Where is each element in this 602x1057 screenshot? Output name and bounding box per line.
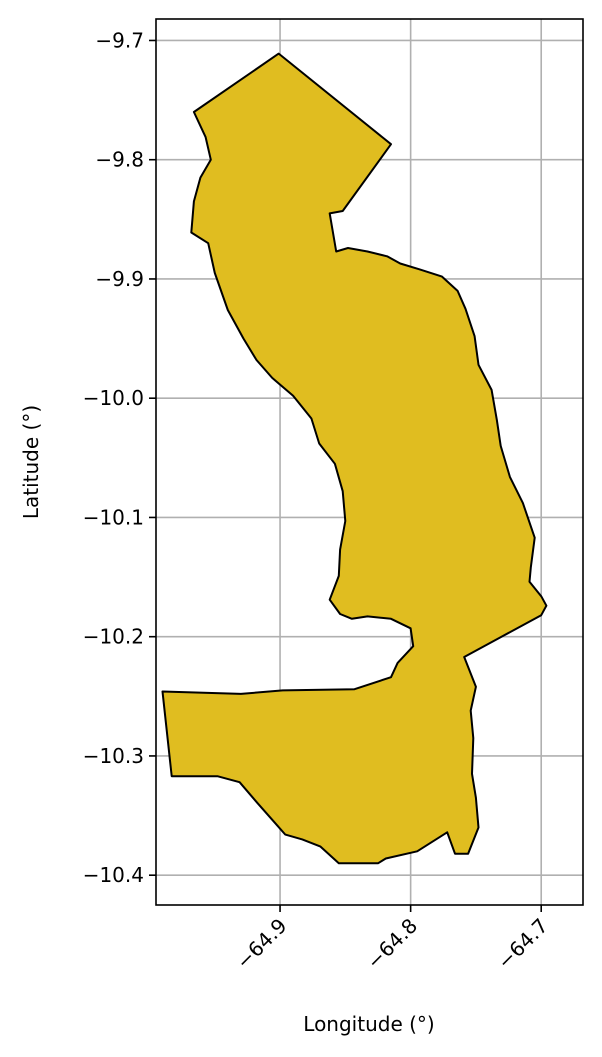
y-tick-label: −10.1 (83, 505, 144, 529)
x-tick-label: −64.8 (362, 914, 422, 974)
region-layer (161, 52, 548, 865)
region-polygon (161, 52, 548, 865)
y-tick-label: −9.9 (95, 267, 144, 291)
x-tick-label: −64.9 (231, 914, 291, 974)
y-axis-label: Latitude (°) (19, 405, 43, 519)
y-ticks: −9.7 −9.8 −9.9 −10.0 −10.1 −10.2 −10.3 −10.4 (83, 28, 156, 887)
y-tick-label: −10.2 (83, 625, 144, 649)
x-ticks: −64.9 −64.8 −64.7 (231, 905, 553, 974)
x-axis-label: Longitude (°) (303, 1012, 434, 1036)
y-tick-label: −9.7 (95, 28, 144, 52)
y-tick-label: −10.4 (83, 863, 144, 887)
plot-frame (155, 18, 584, 906)
y-tick-label: −10.0 (83, 386, 144, 410)
x-tick-label: −64.7 (492, 914, 552, 974)
y-tick-label: −10.3 (83, 744, 144, 768)
y-tick-label: −9.8 (95, 148, 144, 172)
